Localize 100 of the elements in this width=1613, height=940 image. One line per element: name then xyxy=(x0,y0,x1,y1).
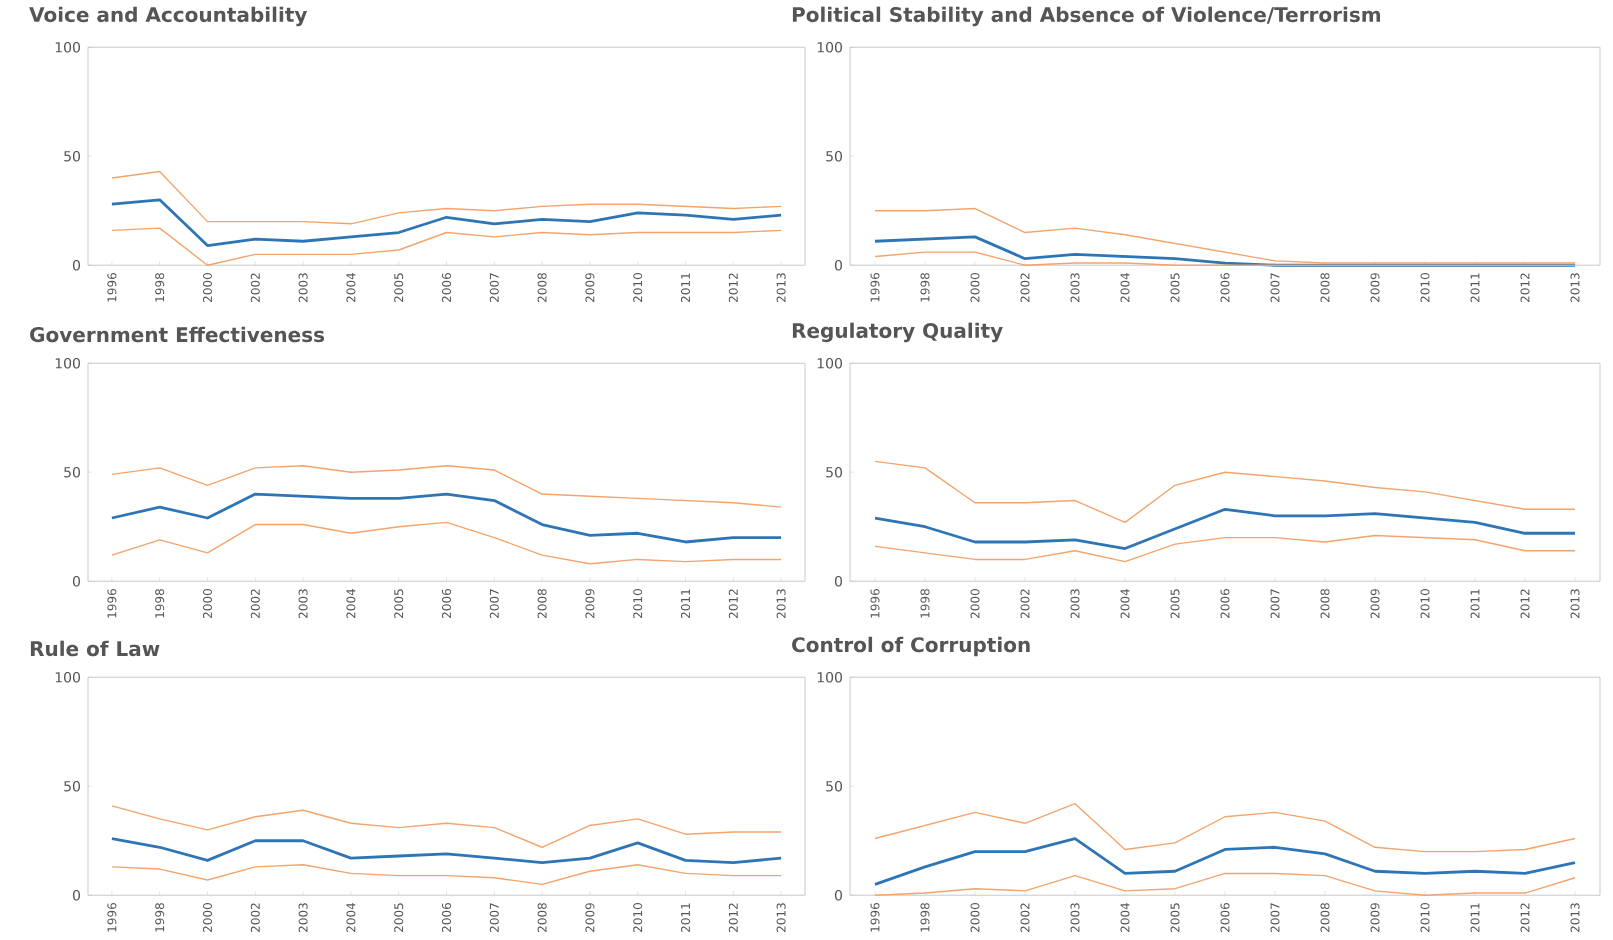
x-tick-label: 2007 xyxy=(489,273,499,303)
x-tick-label: 2011 xyxy=(1470,903,1480,933)
x-tick-label: 2005 xyxy=(1170,903,1180,933)
x-tick-label: 2013 xyxy=(1570,273,1580,303)
x-tick-label: 2004 xyxy=(1120,273,1130,303)
x-tick-label: 2008 xyxy=(537,589,547,619)
x-tick-label: 2012 xyxy=(1520,589,1530,619)
x-tick-label: 2013 xyxy=(1570,903,1580,933)
x-tick-label: 2003 xyxy=(298,273,308,303)
chart-title: Regulatory Quality xyxy=(792,322,1003,343)
x-tick-label: 2010 xyxy=(633,903,643,933)
x-tick-label: 2007 xyxy=(489,903,499,933)
x-tick-label: 2012 xyxy=(1520,903,1530,933)
x-tick-label: 1996 xyxy=(107,273,117,302)
y-tick-label: 0 xyxy=(72,890,80,901)
x-tick-label: 2012 xyxy=(1520,273,1530,303)
x-tick-label: 1998 xyxy=(920,903,930,932)
x-tick-label: 2011 xyxy=(680,273,691,303)
x-tick-label: 2002 xyxy=(1020,273,1030,303)
y-tick-label: 50 xyxy=(826,467,842,478)
x-tick-label: 2011 xyxy=(1470,589,1480,619)
y-tick-label: 50 xyxy=(826,781,842,792)
x-tick-label: 2007 xyxy=(1270,273,1280,303)
x-tick-label: 2000 xyxy=(970,273,980,303)
x-tick-label: 2002 xyxy=(250,273,260,303)
x-tick-label: 2003 xyxy=(298,903,308,933)
x-tick-label: 2013 xyxy=(776,273,786,303)
x-tick-label: 1996 xyxy=(870,273,880,302)
y-tick-label: 50 xyxy=(64,151,80,162)
x-tick-label: 1996 xyxy=(107,903,117,932)
y-tick-label: 50 xyxy=(64,467,80,478)
x-tick-label: 1996 xyxy=(870,589,880,618)
x-tick-label: 2000 xyxy=(970,589,980,619)
x-tick-label: 2013 xyxy=(776,903,786,933)
x-tick-label: 2011 xyxy=(1470,273,1480,303)
x-tick-label: 2006 xyxy=(1220,589,1230,619)
y-tick-label: 0 xyxy=(72,260,80,271)
x-tick-label: 2003 xyxy=(1070,273,1080,303)
y-tick-label: 100 xyxy=(817,42,842,53)
x-tick-label: 2011 xyxy=(680,903,691,933)
x-tick-label: 1998 xyxy=(920,273,930,302)
x-tick-label: 2010 xyxy=(633,589,643,619)
x-tick-label: 2004 xyxy=(346,589,356,619)
x-tick-label: 2006 xyxy=(441,903,452,933)
x-tick-label: 2006 xyxy=(441,589,452,619)
x-tick-label: 2008 xyxy=(1320,589,1330,619)
x-tick-label: 2009 xyxy=(585,273,595,303)
x-tick-label: 2013 xyxy=(776,589,786,619)
x-tick-label: 2003 xyxy=(1070,903,1080,933)
x-tick-label: 2010 xyxy=(1420,273,1430,303)
x-tick-label: 2007 xyxy=(1270,589,1280,619)
x-tick-label: 2000 xyxy=(202,903,213,933)
x-tick-label: 2009 xyxy=(1370,903,1380,933)
x-tick-label: 2008 xyxy=(1320,273,1330,303)
y-tick-label: 50 xyxy=(64,781,80,792)
x-tick-label: 2010 xyxy=(1420,589,1430,619)
x-tick-label: 2002 xyxy=(1020,589,1030,619)
x-tick-label: 2010 xyxy=(1420,903,1430,933)
x-tick-label: 2010 xyxy=(633,273,643,303)
y-tick-label: 100 xyxy=(817,672,842,683)
y-tick-label: 100 xyxy=(55,672,80,683)
x-tick-label: 2011 xyxy=(680,589,691,619)
x-tick-label: 2005 xyxy=(394,273,404,303)
x-tick-label: 2012 xyxy=(728,903,738,933)
x-tick-label: 2002 xyxy=(250,903,260,933)
x-tick-label: 2006 xyxy=(441,273,452,303)
x-tick-label: 1996 xyxy=(107,589,117,618)
y-tick-label: 0 xyxy=(834,260,842,271)
x-tick-label: 2005 xyxy=(394,903,404,933)
x-tick-label: 2009 xyxy=(585,903,595,933)
y-tick-label: 0 xyxy=(834,576,842,587)
x-tick-label: 1998 xyxy=(155,273,165,302)
x-tick-label: 2007 xyxy=(1270,903,1280,933)
x-tick-label: 1998 xyxy=(920,589,930,618)
x-tick-label: 2008 xyxy=(537,273,547,303)
x-tick-label: 2002 xyxy=(250,589,260,619)
y-tick-label: 100 xyxy=(55,42,80,53)
x-tick-label: 2003 xyxy=(298,589,308,619)
x-tick-label: 2007 xyxy=(489,589,499,619)
x-tick-label: 2005 xyxy=(1170,589,1180,619)
x-tick-label: 1998 xyxy=(155,589,165,618)
x-tick-label: 2008 xyxy=(537,903,547,933)
x-tick-label: 2013 xyxy=(1570,589,1580,619)
x-tick-label: 2003 xyxy=(1070,589,1080,619)
x-tick-label: 2009 xyxy=(1370,589,1380,619)
x-tick-label: 2005 xyxy=(1170,273,1180,303)
x-tick-label: 2005 xyxy=(394,589,404,619)
x-tick-label: 2009 xyxy=(1370,273,1380,303)
x-tick-label: 2002 xyxy=(1020,903,1030,933)
x-tick-label: 2012 xyxy=(728,273,738,303)
x-tick-label: 2008 xyxy=(1320,903,1330,933)
chart-title: Voice and Accountability xyxy=(29,6,308,27)
x-tick-label: 2004 xyxy=(1120,903,1130,933)
x-tick-label: 2006 xyxy=(1220,903,1230,933)
chart-title: Rule of Law xyxy=(30,640,160,657)
x-tick-label: 1998 xyxy=(155,903,165,932)
x-tick-label: 2004 xyxy=(346,273,356,303)
y-tick-label: 0 xyxy=(834,890,842,901)
y-tick-label: 50 xyxy=(826,151,842,162)
x-tick-label: 2006 xyxy=(1220,273,1230,303)
